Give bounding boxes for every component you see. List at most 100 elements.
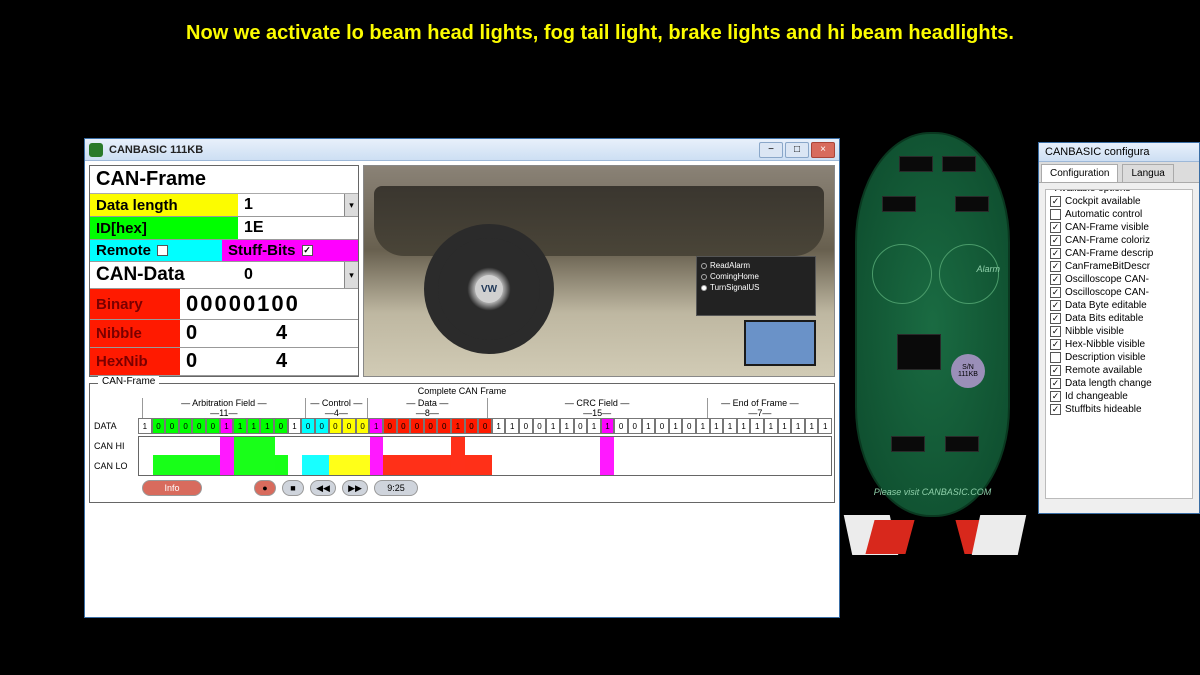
config-option[interactable]: ✓Cockpit available bbox=[1050, 196, 1188, 207]
record-button[interactable]: ● bbox=[254, 480, 276, 496]
can-frame-diagram: CAN-Frame Complete CAN Frame — Arbitrati… bbox=[89, 383, 835, 503]
frame-bit: 1 bbox=[138, 418, 152, 434]
id-hex-value[interactable]: 1E bbox=[238, 217, 358, 239]
option-checkbox[interactable]: ✓ bbox=[1050, 222, 1061, 233]
config-option[interactable]: Description visible bbox=[1050, 352, 1188, 363]
config-option[interactable]: ✓ CAN-Frame coloriz bbox=[1050, 235, 1188, 246]
frame-bit: 1 bbox=[818, 418, 832, 434]
frame-bit: 0 bbox=[274, 418, 288, 434]
config-option[interactable]: ✓Oscilloscope CAN- bbox=[1050, 287, 1188, 298]
window-titlebar[interactable]: CANBASIC 111KB − □ × bbox=[85, 139, 839, 161]
field-label: — End of Frame ——7— bbox=[707, 398, 812, 418]
minimize-button[interactable]: − bbox=[759, 142, 783, 158]
option-checkbox[interactable]: ✓ bbox=[1050, 261, 1061, 272]
frame-bit: 1 bbox=[669, 418, 683, 434]
tab-language[interactable]: Langua bbox=[1122, 164, 1173, 182]
tab-configuration[interactable]: Configuration bbox=[1041, 164, 1118, 182]
frame-bit: 1 bbox=[492, 418, 506, 434]
config-option[interactable]: ✓Nibble visible bbox=[1050, 326, 1188, 337]
option-checkbox[interactable]: ✓ bbox=[1050, 248, 1061, 259]
frame-bit: 1 bbox=[247, 418, 261, 434]
config-option[interactable]: ✓ Hex-Nibble visible bbox=[1050, 339, 1188, 350]
config-option[interactable]: ✓Data Byte editable bbox=[1050, 300, 1188, 311]
maximize-button[interactable]: □ bbox=[785, 142, 809, 158]
cockpit-view: VW ReadAlarm ComingHome TurnSignalUS bbox=[363, 165, 835, 377]
option-checkbox[interactable]: ✓ bbox=[1050, 365, 1061, 376]
frame-bit: 1 bbox=[764, 418, 778, 434]
frame-bit: 1 bbox=[710, 418, 724, 434]
config-option[interactable]: ✓ CAN-Frame visible bbox=[1050, 222, 1188, 233]
option-checkbox[interactable] bbox=[1050, 352, 1061, 363]
frame-bit: 0 bbox=[437, 418, 451, 434]
frame-bit: 1 bbox=[750, 418, 764, 434]
option-checkbox[interactable]: ✓ bbox=[1050, 326, 1061, 337]
config-option[interactable]: ✓Remote available bbox=[1050, 365, 1188, 376]
option-label: CAN-Frame visible bbox=[1065, 222, 1149, 233]
chip-icon bbox=[945, 436, 979, 452]
data-length-dropdown[interactable]: ▾ bbox=[344, 194, 358, 216]
alarm-label: Alarm bbox=[976, 264, 1000, 274]
config-option[interactable]: ✓Oscilloscope CAN- bbox=[1050, 274, 1188, 285]
forward-button[interactable]: ▶▶ bbox=[342, 480, 368, 496]
frame-bit: 0 bbox=[519, 418, 533, 434]
option-checkbox[interactable]: ✓ bbox=[1050, 235, 1061, 246]
nibble-v1[interactable]: 0 bbox=[180, 320, 270, 347]
config-option[interactable]: ✓ Id changeable bbox=[1050, 391, 1188, 402]
option-checkbox[interactable]: ✓ bbox=[1050, 287, 1061, 298]
option-label: Id changeable bbox=[1065, 391, 1128, 402]
pcb-trace-icon bbox=[939, 244, 999, 304]
close-button[interactable]: × bbox=[811, 142, 835, 158]
hexnib-v1[interactable]: 0 bbox=[180, 348, 270, 375]
option-checkbox[interactable]: ✓ bbox=[1050, 339, 1061, 350]
available-options-group: Available options ✓Cockpit available Auto… bbox=[1045, 189, 1193, 499]
hexnib-v2[interactable]: 4 bbox=[270, 348, 358, 375]
info-button[interactable]: Info bbox=[142, 480, 202, 496]
option-checkbox[interactable]: ✓ bbox=[1050, 378, 1061, 389]
stop-button[interactable]: ■ bbox=[282, 480, 304, 496]
data-length-value[interactable]: 1 bbox=[238, 194, 344, 216]
frame-bit: 1 bbox=[587, 418, 601, 434]
id-hex-label: ID[hex] bbox=[90, 217, 238, 239]
stuff-bits-checkbox[interactable]: ✓ bbox=[302, 245, 313, 256]
config-option[interactable]: ✓CanFrameBitDescr bbox=[1050, 261, 1188, 272]
option-label: Hex-Nibble visible bbox=[1065, 339, 1145, 350]
config-option[interactable]: ✓Stuffbits hideable bbox=[1050, 404, 1188, 415]
option-label: CAN-Frame coloriz bbox=[1065, 235, 1150, 246]
remote-checkbox[interactable] bbox=[157, 245, 168, 256]
frame-bit: 1 bbox=[220, 418, 234, 434]
config-option[interactable]: ✓Data length change bbox=[1050, 378, 1188, 389]
option-checkbox[interactable]: ✓ bbox=[1050, 300, 1061, 311]
frame-bit: 1 bbox=[369, 418, 383, 434]
option-checkbox[interactable]: ✓ bbox=[1050, 196, 1061, 207]
config-option[interactable]: Automatic control bbox=[1050, 209, 1188, 220]
nibble-v2[interactable]: 4 bbox=[270, 320, 358, 347]
hexnib-label: HexNib bbox=[90, 348, 180, 375]
options-group-label: Available options bbox=[1052, 189, 1133, 194]
frame-bit: 0 bbox=[533, 418, 547, 434]
frame-bit: 0 bbox=[465, 418, 479, 434]
can-data-index[interactable]: 0 bbox=[238, 262, 344, 288]
config-option[interactable]: ✓Data Bits editable bbox=[1050, 313, 1188, 324]
config-option[interactable]: ✓CAN-Frame descrip bbox=[1050, 248, 1188, 259]
vw-badge-icon: VW bbox=[475, 275, 503, 303]
config-window-title[interactable]: CANBASIC configura bbox=[1039, 143, 1199, 162]
video-subtitle: Now we activate lo beam head lights, fog… bbox=[0, 20, 1200, 46]
infotainment-screen bbox=[744, 320, 816, 366]
option-checkbox[interactable]: ✓ bbox=[1050, 404, 1061, 415]
nav-item[interactable]: ComingHome bbox=[710, 272, 759, 281]
option-checkbox[interactable]: ✓ bbox=[1050, 313, 1061, 324]
frame-bit: 0 bbox=[356, 418, 370, 434]
option-checkbox[interactable]: ✓ bbox=[1050, 391, 1061, 402]
canbasic-main-window: CANBASIC 111KB − □ × CAN-Frame Data leng… bbox=[84, 138, 840, 618]
frame-bit: 0 bbox=[424, 418, 438, 434]
rewind-button[interactable]: ◀◀ bbox=[310, 480, 336, 496]
frame-field-labels: — Arbitration Field ——11—— Control ——4——… bbox=[92, 396, 832, 418]
binary-value[interactable]: 00000100 bbox=[180, 289, 358, 319]
can-data-dropdown[interactable]: ▾ bbox=[344, 262, 358, 288]
nav-item[interactable]: TurnSignalUS bbox=[710, 283, 760, 292]
nav-menu[interactable]: ReadAlarm ComingHome TurnSignalUS bbox=[696, 256, 816, 316]
frame-bit: 0 bbox=[342, 418, 356, 434]
option-checkbox[interactable] bbox=[1050, 209, 1061, 220]
option-checkbox[interactable]: ✓ bbox=[1050, 274, 1061, 285]
nav-item[interactable]: ReadAlarm bbox=[710, 261, 750, 270]
